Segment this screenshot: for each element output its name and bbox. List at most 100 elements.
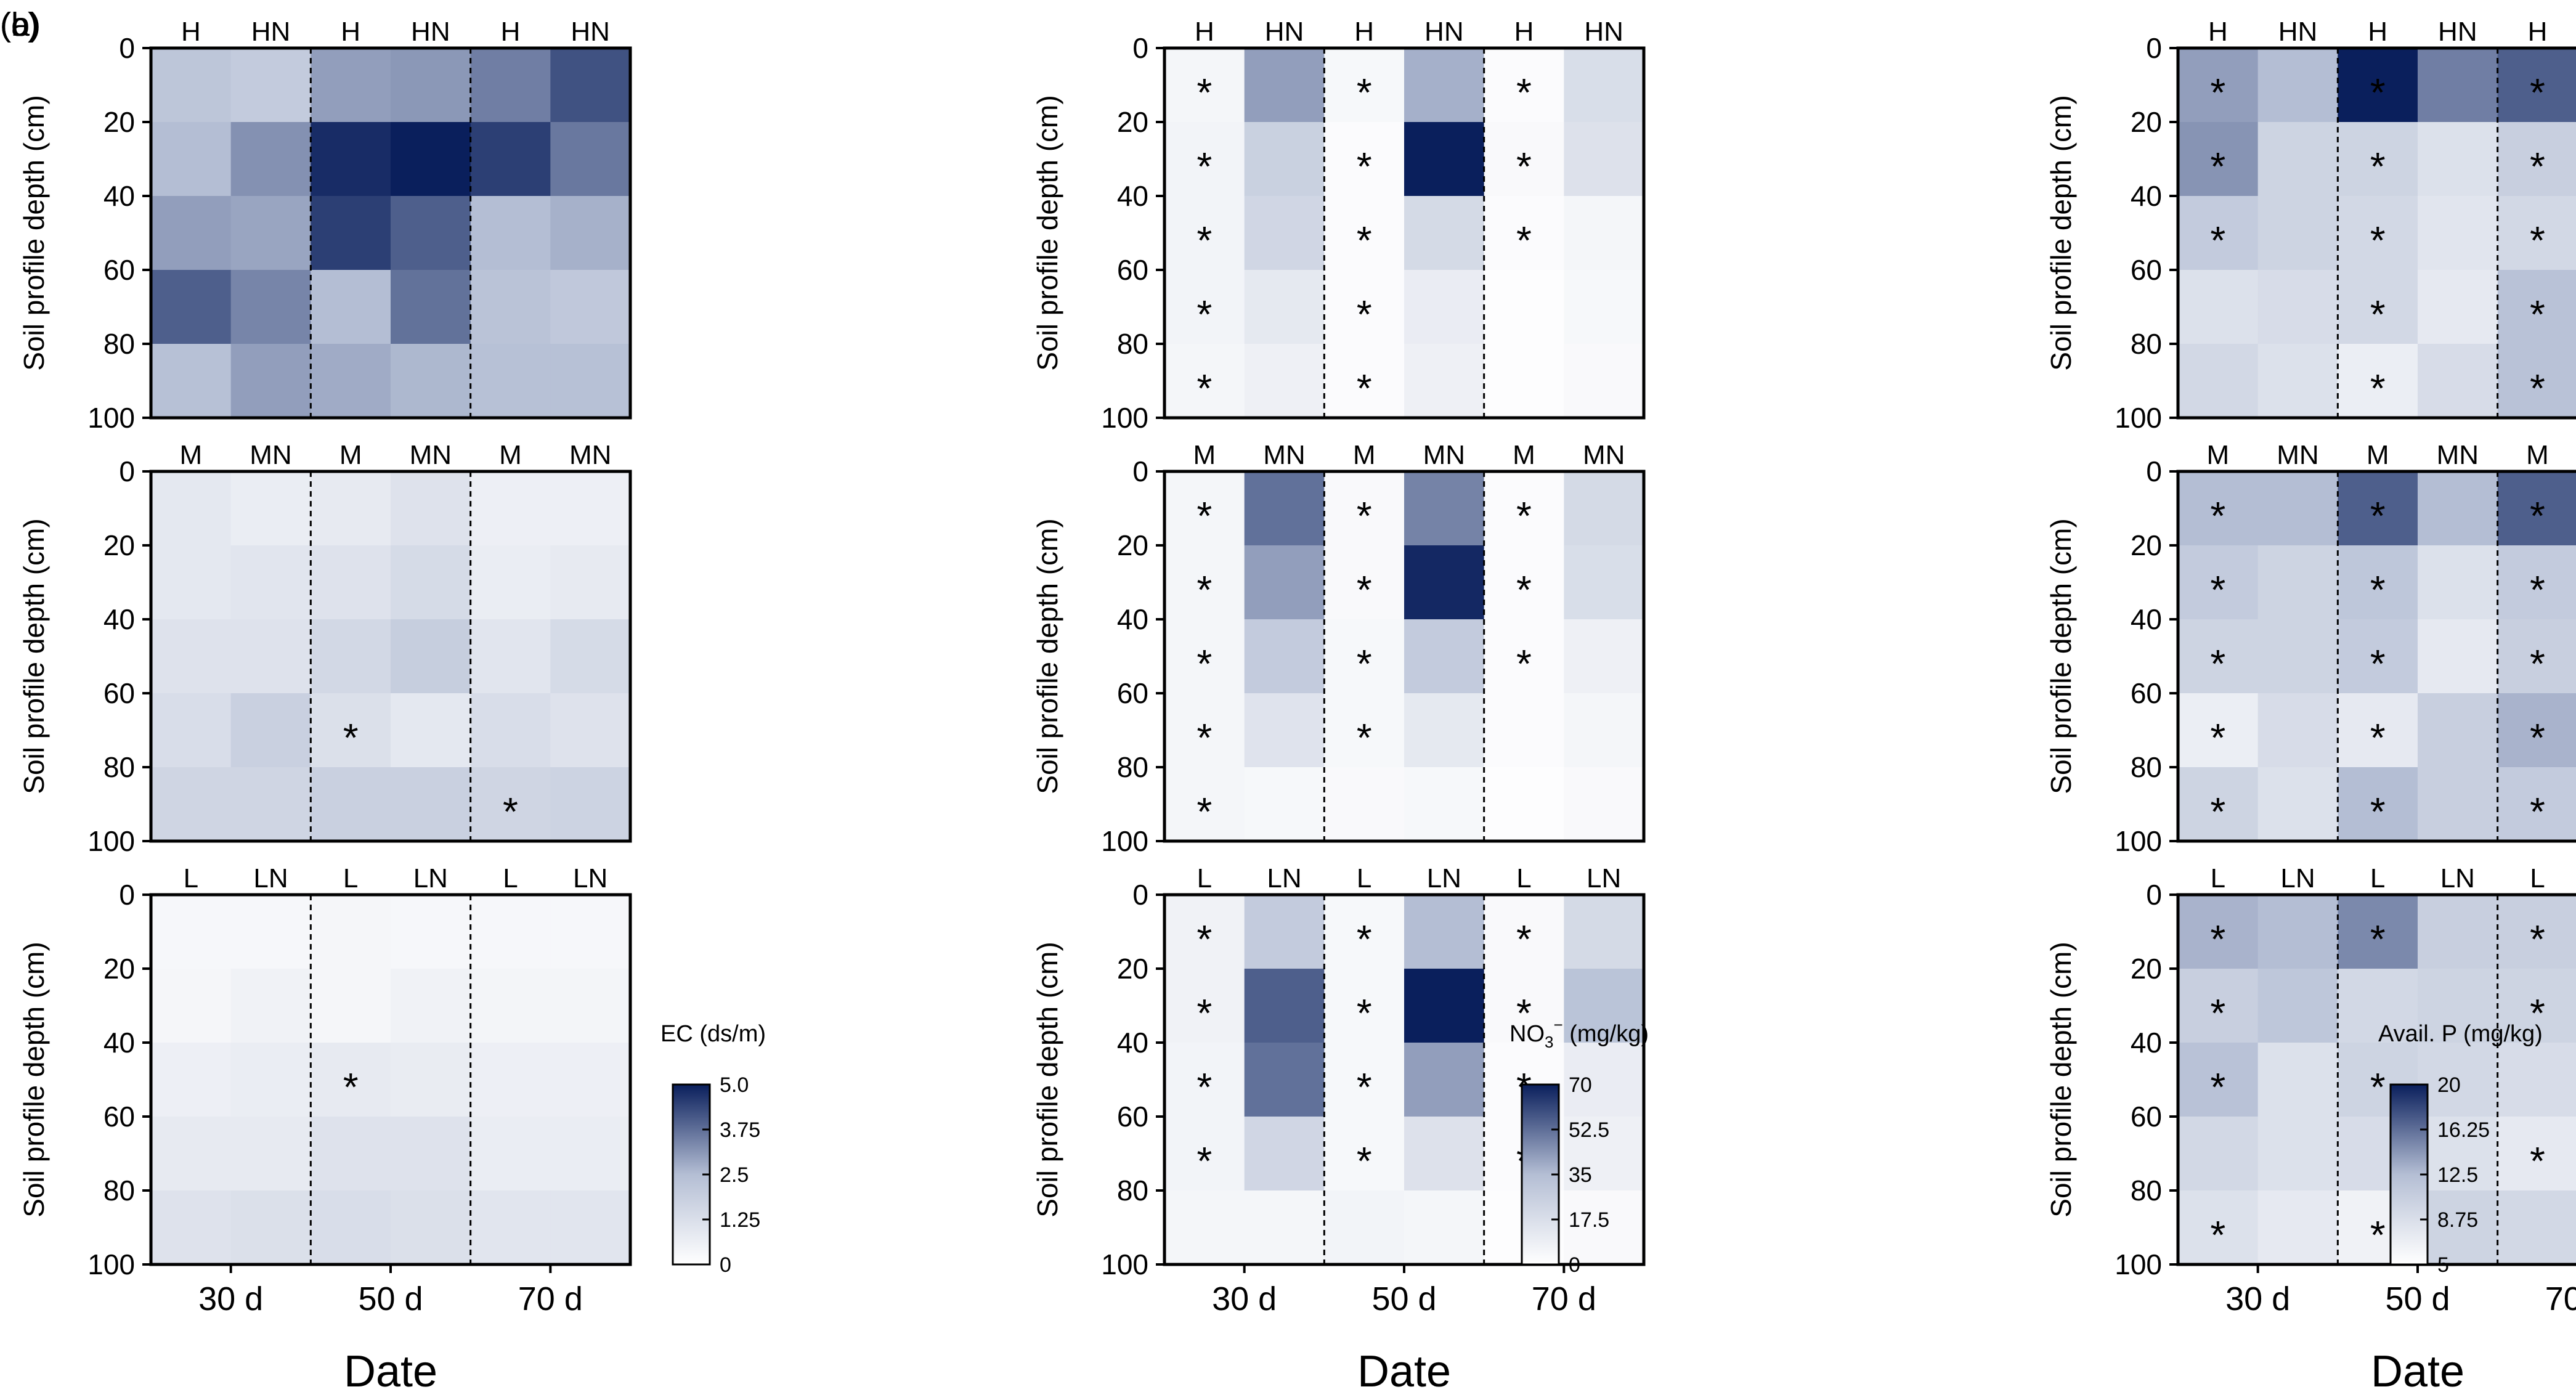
significance-star: * [2530, 70, 2545, 115]
y-axis-label: Soil profile depth (cm) [2045, 518, 2077, 794]
heatmap-cell [1244, 344, 1325, 418]
y-tick-label: 40 [2131, 1027, 2162, 1059]
significance-star: * [2370, 789, 2386, 834]
heatmap-cell [2418, 270, 2498, 344]
y-tick-label: 20 [104, 106, 135, 138]
colorbar: 0 1.25 2.5 3.75 5.0 EC (ds/m) [660, 1021, 766, 1277]
colorbar-tick-label: 0 [1569, 1253, 1580, 1277]
heatmap-cell [550, 270, 631, 344]
heatmap-cell [2178, 122, 2259, 197]
heatmap-cell [230, 196, 311, 271]
heatmap-cell [1324, 1043, 1405, 1117]
y-tick-label: 80 [1117, 328, 1148, 360]
treatment-label: H [1195, 17, 1214, 47]
significance-star: * [2210, 144, 2225, 189]
heatmap-cell [2257, 545, 2338, 620]
significance-star: * [1197, 1065, 1212, 1109]
significance-star: * [1357, 494, 1372, 538]
heatmap-cell [1324, 122, 1405, 197]
heatmap-cell [550, 767, 631, 842]
heatmap-cell [2178, 270, 2259, 344]
colorbar-tick-label: 2.5 [720, 1163, 749, 1187]
significance-star: * [2370, 1065, 2386, 1109]
treatment-label: HN [1424, 17, 1464, 47]
y-tick-label: 40 [1117, 180, 1148, 212]
heatmap-cell [550, 48, 631, 123]
treatment-label: H [341, 17, 360, 47]
treatment-label: HN [1265, 17, 1304, 47]
heatmap-cell [2257, 344, 2338, 418]
panel-label: (c) [0, 6, 39, 43]
heatmap-cell [2418, 693, 2498, 768]
heatmap-cell [470, 471, 551, 546]
heatmap-cell [1484, 471, 1564, 546]
colorbar-title: EC (ds/m) [660, 1021, 766, 1047]
heatmap-cell [2418, 1117, 2498, 1191]
treatment-label: MN [250, 440, 291, 470]
heatmap-cell [311, 1043, 391, 1117]
y-tick-label: 60 [2131, 677, 2162, 709]
heatmap-cell [1484, 693, 1564, 768]
heatmap-cell [1244, 545, 1325, 620]
heatmap-cell [1564, 969, 1644, 1043]
significance-star: * [2210, 991, 2225, 1035]
y-tick-label: 80 [104, 328, 135, 360]
y-tick-label: 40 [1117, 603, 1148, 635]
heatmap-cell [2178, 48, 2259, 123]
heatmap-cell [1404, 767, 1485, 842]
significance-star: * [1357, 568, 1372, 612]
x-axis-label: Date [344, 1347, 437, 1396]
colorbar-tick-label: 1.25 [720, 1208, 760, 1232]
treatment-label: HN [571, 17, 610, 47]
significance-star: * [2530, 144, 2545, 189]
treatment-label: H [2368, 17, 2387, 47]
panel-a: (a) H HN H HN H HN 0 20 40 60 80 100 Soil profile dep… [0, 6, 766, 1396]
heatmap-cell [151, 619, 232, 694]
treatment-label: MN [410, 440, 452, 470]
heatmap-cell [1244, 270, 1325, 344]
heatmap-cell [2338, 693, 2418, 768]
treatment-label: M [1353, 440, 1376, 470]
treatment-label: H [2208, 17, 2228, 47]
significance-star: * [343, 1065, 359, 1109]
heatmap-cell [1484, 344, 1564, 418]
y-tick-label: 60 [104, 677, 135, 709]
y-tick-label: 40 [1117, 1027, 1148, 1059]
heatmap-cell [230, 1190, 311, 1265]
heatmap-cell [151, 122, 232, 197]
heatmap-cell [1164, 471, 1245, 546]
treatment-label: MN [1423, 440, 1465, 470]
colorbar-tick-label: 3.75 [720, 1118, 760, 1142]
heatmap-cell [1404, 1117, 1485, 1191]
treatment-label: M [180, 440, 203, 470]
heatmap-cell [2497, 270, 2576, 344]
heatmap-cell [550, 619, 631, 694]
heatmap-cell [1564, 196, 1644, 271]
panel-b: (b) * * * * * * * * * * * * * H HN H HN H HN 0 20 40 60 80 100 Soi… [0, 6, 1649, 1396]
heatmap-cell [151, 344, 232, 418]
heatmap-cell [391, 969, 471, 1043]
heatmap-cell [2497, 344, 2576, 418]
y-tick-label: 60 [104, 254, 135, 286]
heatmap-cell [1324, 1190, 1405, 1265]
heatmap-cell [151, 545, 232, 620]
significance-star: * [2370, 641, 2386, 686]
heatmap-row-1: H HN H HN H HN 0 20 40 60 80 100 Soil profile depth … [18, 17, 632, 434]
heatmap-cell [2257, 48, 2338, 123]
heatmap-cell [2257, 122, 2338, 197]
significance-star: * [1197, 144, 1212, 189]
heatmap-cell [151, 1117, 232, 1191]
significance-star: * [1516, 917, 1532, 961]
heatmap-cell [2257, 895, 2338, 969]
heatmap-cell [1564, 1190, 1644, 1265]
significance-star: * [1516, 144, 1532, 189]
heatmap-cell [2257, 196, 2338, 271]
colorbar-title-sup: − [1553, 1015, 1562, 1034]
treatment-label: LN [1267, 863, 1301, 893]
heatmap-cell [2257, 471, 2338, 546]
heatmap-cell [550, 693, 631, 768]
heatmap-cell [1404, 969, 1485, 1043]
heatmap-cell [1404, 1043, 1485, 1117]
heatmap-cell [230, 270, 311, 344]
